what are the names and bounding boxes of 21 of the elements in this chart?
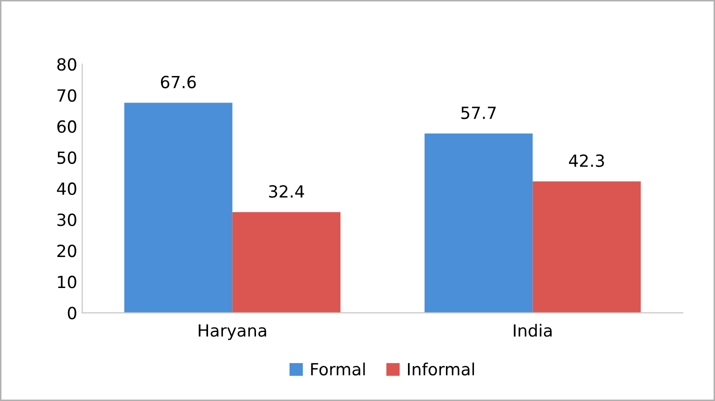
y-tick-label: 70 bbox=[58, 89, 76, 102]
bar bbox=[424, 133, 533, 313]
x-tick-label: Haryana bbox=[198, 324, 266, 340]
y-tick-label: 0 bbox=[68, 306, 76, 320]
data-label: 57.7 bbox=[461, 106, 496, 120]
legend-label: Formal bbox=[311, 362, 365, 376]
legend-label: Informal bbox=[408, 362, 474, 376]
y-tick-label: 30 bbox=[57, 214, 76, 226]
bar bbox=[232, 212, 340, 313]
y-tick-label: 40 bbox=[56, 182, 76, 196]
data-label: 67.6 bbox=[160, 76, 196, 88]
y-tick-label: 80 bbox=[57, 58, 76, 71]
y-tick-label: 50 bbox=[57, 151, 76, 164]
x-tick-label: India bbox=[514, 324, 552, 337]
y-tick-label: 60 bbox=[57, 120, 76, 133]
bar bbox=[532, 181, 641, 313]
y-tick-label: 10 bbox=[58, 276, 76, 288]
data-label: 42.3 bbox=[568, 154, 604, 167]
y-tick-label: 20 bbox=[57, 244, 76, 258]
bar bbox=[124, 102, 232, 313]
data-label: 32.4 bbox=[269, 185, 304, 198]
